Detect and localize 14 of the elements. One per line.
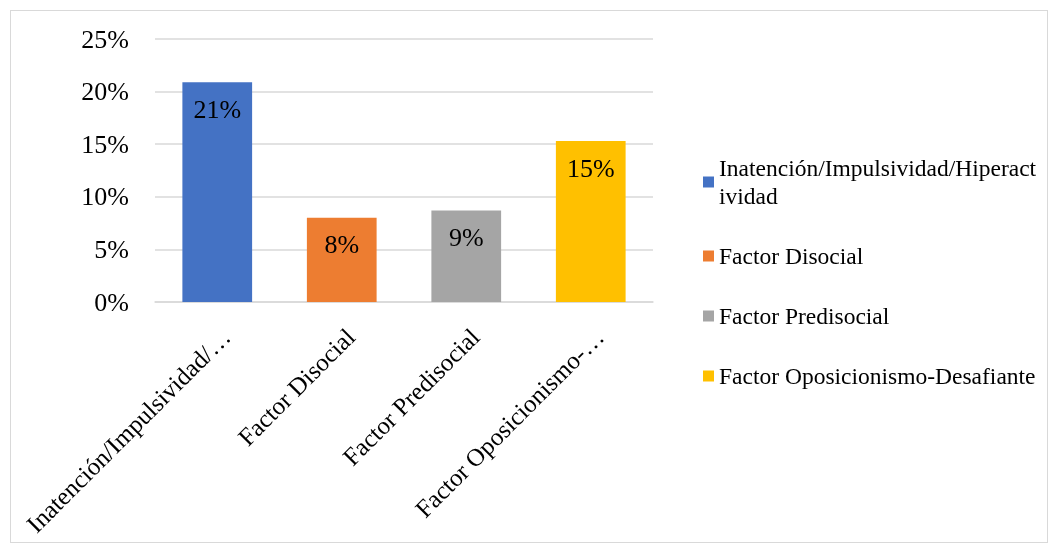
legend-label: Inatención/Impulsividad/Hiperactividad	[719, 155, 1037, 209]
y-tick-label: 25%	[81, 24, 129, 54]
legend-label: Factor Predisocial	[719, 303, 890, 329]
legend-label: Factor Disocial	[719, 243, 864, 269]
data-label: 9%	[448, 222, 484, 252]
data-label: 21%	[193, 94, 242, 124]
legend-label: Factor Oposicionismo-Desafiante	[719, 363, 1036, 389]
y-tick-label: 15%	[81, 129, 129, 159]
y-tick-label: 20%	[81, 77, 129, 107]
y-tick-label: 0%	[94, 287, 129, 317]
data-label: 8%	[324, 230, 360, 260]
data-label: 15%	[566, 153, 615, 183]
y-tick-label: 10%	[81, 182, 129, 212]
y-tick-label: 5%	[94, 234, 129, 264]
